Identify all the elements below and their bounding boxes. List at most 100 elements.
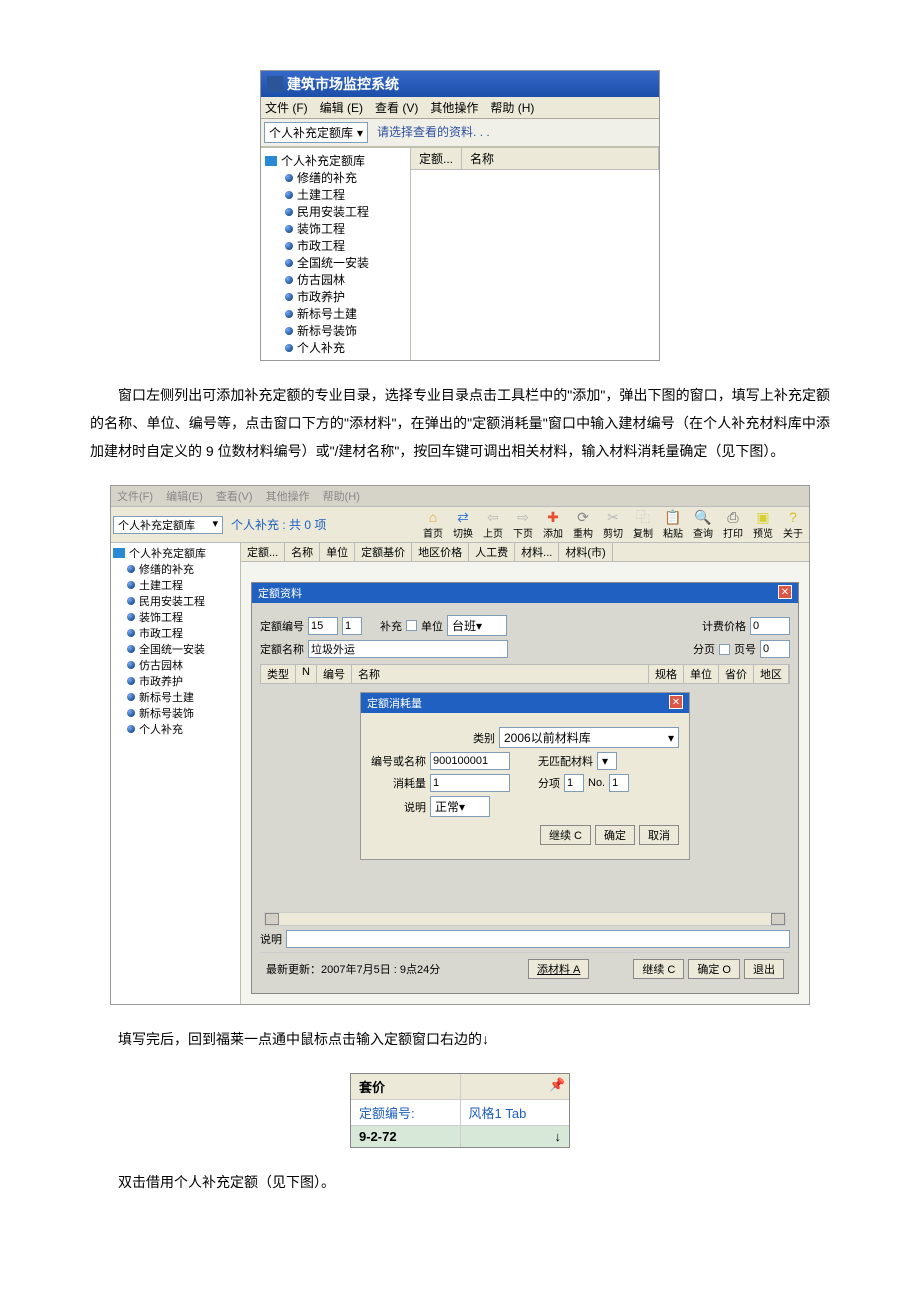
library-combo-2[interactable]: 个人补充定额库▾ (113, 516, 223, 534)
col-header[interactable]: 定额基价 (355, 543, 412, 561)
toolbar-icon-下页[interactable]: ⇨下页 (509, 509, 537, 540)
toolbar-icon-重构[interactable]: ⟳重构 (569, 509, 597, 540)
toolbar-icon-粘贴[interactable]: 📋粘贴 (659, 509, 687, 540)
tree-root[interactable]: 个人补充定额库 (113, 545, 238, 561)
tree-item[interactable]: 民用安装工程 (113, 593, 238, 609)
library-combo[interactable]: 个人补充定额库 ▾ (264, 122, 368, 143)
tree-item[interactable]: 市政工程 (265, 237, 406, 254)
col-header[interactable]: 名称 (352, 665, 649, 683)
code-input-2[interactable] (342, 617, 362, 635)
tree-item[interactable]: 新标号土建 (113, 689, 238, 705)
code-input[interactable] (430, 752, 510, 770)
toolbar-icon-打印[interactable]: ⎙打印 (719, 509, 747, 540)
toolbar-icon-复制[interactable]: ⿻复制 (629, 509, 657, 540)
toolbar-icon-剪切[interactable]: ✂剪切 (599, 509, 627, 540)
col-header[interactable]: 定额... (241, 543, 285, 561)
tree-item[interactable]: 新标号装饰 (113, 705, 238, 721)
menu-other[interactable]: 其他操作 (266, 491, 310, 503)
arrow-down-icon[interactable]: ↓ (555, 1129, 562, 1144)
tree-item[interactable]: 全国统一安装 (113, 641, 238, 657)
scroll-left-icon[interactable] (265, 913, 279, 925)
col-header[interactable]: 类型 (261, 665, 296, 683)
supp-checkbox[interactable] (406, 620, 417, 631)
toolbar-icon-添加[interactable]: ✚添加 (539, 509, 567, 540)
continue-button[interactable]: 继续 C (633, 959, 684, 979)
tree-item[interactable]: 全国统一安装 (265, 254, 406, 271)
exit-button[interactable]: 退出 (744, 959, 784, 979)
menu-view[interactable]: 查看(V) (216, 491, 253, 503)
tree-item[interactable]: 修缮的补充 (265, 169, 406, 186)
sub-input[interactable] (564, 774, 584, 792)
cancel-button[interactable]: 取消 (639, 825, 679, 845)
menu-help[interactable]: 帮助(H) (323, 491, 360, 503)
col-header[interactable]: 人工费 (469, 543, 515, 561)
tree-item[interactable]: 仿古园林 (265, 271, 406, 288)
name-input[interactable] (308, 640, 508, 658)
toolbar-icon-首页[interactable]: ⌂首页 (419, 509, 447, 540)
scroll-right-icon[interactable] (771, 913, 785, 925)
tree-item[interactable]: 装饰工程 (113, 609, 238, 625)
menu-file[interactable]: 文件 (F) (265, 99, 308, 116)
ok-button[interactable]: 确定 (595, 825, 635, 845)
menu-file[interactable]: 文件(F) (117, 491, 153, 503)
h-scrollbar[interactable] (264, 912, 786, 926)
pageno-input[interactable] (760, 640, 790, 658)
tree-item[interactable]: 仿古园林 (113, 657, 238, 673)
add-material-button[interactable]: 添材料 A (528, 959, 589, 979)
ok-button[interactable]: 确定 O (688, 959, 740, 979)
nomatch-combo[interactable]: ▾ (597, 752, 617, 770)
tree-item[interactable]: 土建工程 (113, 577, 238, 593)
continue-button[interactable]: 继续 C (540, 825, 591, 845)
tree-item[interactable]: 民用安装工程 (265, 203, 406, 220)
price-input[interactable] (750, 617, 790, 635)
col-header[interactable]: 编号 (317, 665, 352, 683)
tree-item[interactable]: 个人补充 (113, 721, 238, 737)
col-header[interactable]: 省价 (719, 665, 754, 683)
tree-item[interactable]: 新标号土建 (265, 305, 406, 322)
unit-combo[interactable]: 台班▾ (447, 615, 507, 636)
col-header[interactable]: 单位 (684, 665, 719, 683)
menu-help[interactable]: 帮助 (H) (490, 99, 534, 116)
code-input-1[interactable] (308, 617, 338, 635)
tree-item[interactable]: 装饰工程 (265, 220, 406, 237)
toolbar-icon-预览[interactable]: ▣预览 (749, 509, 777, 540)
tree-item[interactable]: 土建工程 (265, 186, 406, 203)
no-input[interactable] (609, 774, 629, 792)
col-header[interactable]: 规格 (649, 665, 684, 683)
menu-edit[interactable]: 编辑(E) (166, 491, 203, 503)
tree-root[interactable]: 个人补充定额库 (265, 152, 406, 169)
toolbar-icon-关于[interactable]: ?关于 (779, 509, 807, 540)
col-name[interactable]: 名称 (462, 148, 659, 169)
desc-input[interactable] (286, 930, 790, 948)
col-header[interactable]: 地区 (754, 665, 789, 683)
close-icon[interactable]: ✕ (669, 695, 683, 709)
col-code[interactable]: 定额... (411, 148, 462, 169)
tree-item[interactable]: 市政养护 (265, 288, 406, 305)
table-row[interactable]: 9-2-72 ↓ (351, 1126, 569, 1147)
count-label: 个人补充 : 共 0 项 (231, 516, 326, 533)
tree-item[interactable]: 个人补充 (265, 339, 406, 356)
col-header[interactable]: 材料... (515, 543, 559, 561)
toolbar-icon-查询[interactable]: 🔍查询 (689, 509, 717, 540)
col-header[interactable]: N (296, 665, 317, 683)
tree-item[interactable]: 市政养护 (113, 673, 238, 689)
menu-other[interactable]: 其他操作 (430, 99, 478, 116)
close-icon[interactable]: ✕ (778, 585, 792, 599)
tree-item[interactable]: 市政工程 (113, 625, 238, 641)
screenshot-2: 文件(F) 编辑(E) 查看(V) 其他操作 帮助(H) 个人补充定额库▾ 个人… (110, 485, 810, 1005)
col-header[interactable]: 地区价格 (412, 543, 469, 561)
qty-input[interactable] (430, 774, 510, 792)
toolbar-icon-上页[interactable]: ⇦上页 (479, 509, 507, 540)
page-checkbox[interactable] (719, 644, 730, 655)
col-header[interactable]: 名称 (285, 543, 320, 561)
toolbar-icon-切换[interactable]: ⇄切换 (449, 509, 477, 540)
col-header[interactable]: 材料(市) (559, 543, 612, 561)
menu-view[interactable]: 查看 (V) (375, 99, 418, 116)
col-header[interactable]: 单位 (320, 543, 355, 561)
tree-item[interactable]: 新标号装饰 (265, 322, 406, 339)
menu-edit[interactable]: 编辑 (E) (320, 99, 363, 116)
tree-item[interactable]: 修缮的补充 (113, 561, 238, 577)
category-combo[interactable]: 2006以前材料库▾ (499, 727, 679, 748)
label-unit: 单位 (421, 618, 443, 634)
desc-combo[interactable]: 正常▾ (430, 796, 490, 817)
